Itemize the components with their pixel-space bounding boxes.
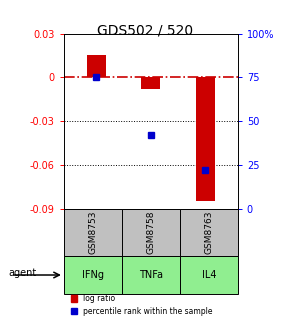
Text: GSM8753: GSM8753 bbox=[88, 210, 97, 254]
Text: IL4: IL4 bbox=[202, 270, 216, 280]
FancyBboxPatch shape bbox=[122, 256, 180, 294]
Bar bbox=[196, 77, 215, 201]
Legend: log ratio, percentile rank within the sample: log ratio, percentile rank within the sa… bbox=[68, 291, 216, 319]
Text: agent: agent bbox=[9, 268, 37, 278]
FancyBboxPatch shape bbox=[64, 209, 122, 256]
FancyBboxPatch shape bbox=[64, 256, 122, 294]
Text: GSM8763: GSM8763 bbox=[204, 210, 213, 254]
Text: GSM8758: GSM8758 bbox=[146, 210, 155, 254]
FancyBboxPatch shape bbox=[122, 209, 180, 256]
Text: IFNg: IFNg bbox=[82, 270, 104, 280]
Text: GDS502 / 520: GDS502 / 520 bbox=[97, 24, 193, 38]
Text: TNFa: TNFa bbox=[139, 270, 163, 280]
FancyBboxPatch shape bbox=[180, 209, 238, 256]
FancyBboxPatch shape bbox=[180, 256, 238, 294]
Bar bbox=[87, 55, 106, 77]
Bar bbox=[141, 77, 160, 89]
